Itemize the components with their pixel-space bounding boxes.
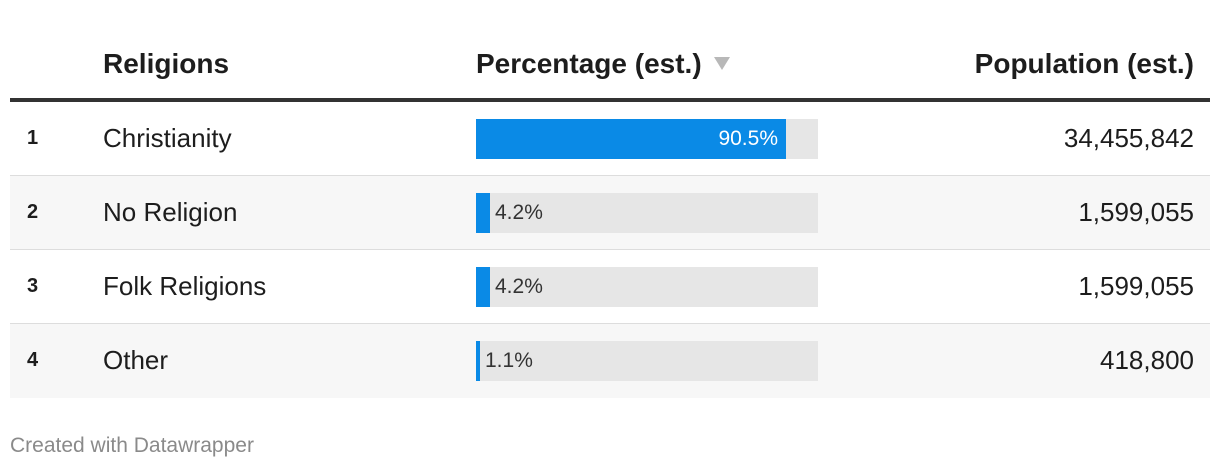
percentage-label: 1.1%	[485, 349, 533, 372]
column-header-religion[interactable]: Religions	[103, 44, 229, 84]
row-population: 418,800	[1100, 345, 1194, 375]
row-rank: 4	[27, 349, 39, 371]
percentage-bar	[476, 119, 786, 159]
percentage-label: 4.2%	[495, 275, 543, 298]
row-population: 1,599,055	[1078, 197, 1194, 227]
percentage-bar-track: 4.2%	[476, 193, 818, 233]
row-population: 34,455,842	[1063, 123, 1194, 153]
column-header-religion-label: Religions	[103, 48, 230, 79]
percentage-bar-track: 90.5%	[476, 119, 818, 159]
row-rank: 3	[27, 275, 39, 297]
column-header-population-label: Population (est.)	[974, 48, 1194, 79]
percentage-bar	[476, 341, 480, 381]
table-header: Religions Percentage (est.) Population (…	[10, 0, 1210, 102]
percentage-bar-track: 4.2%	[476, 267, 818, 307]
row-religion-name: Folk Religions	[103, 271, 267, 301]
footer-credit[interactable]: Created with Datawrapper	[10, 434, 254, 457]
percentage-bar	[476, 267, 490, 307]
percentage-bar	[476, 193, 490, 233]
sort-descending-icon[interactable]	[713, 57, 730, 71]
percentage-label: 4.2%	[495, 201, 543, 224]
percentage-label: 90.5%	[718, 127, 778, 150]
column-header-population[interactable]: Population (est.)	[975, 44, 1194, 84]
column-header-percentage[interactable]: Percentage (est.)	[476, 44, 730, 84]
table-body: 1 Christianity 90.5% 34,455,842 2 No Religion…	[10, 102, 1210, 398]
row-rank: 1	[27, 127, 39, 149]
row-religion-name: Other	[103, 345, 169, 375]
row-religion-name: No Religion	[103, 197, 238, 227]
religion-table: Religions Percentage (est.) Population (…	[10, 0, 1210, 398]
table-row: 3 Folk Religions 4.2% 1,599,055	[10, 250, 1210, 324]
table-row: 4 Other 1.1% 418,800	[10, 324, 1210, 398]
row-rank: 2	[27, 201, 39, 223]
table-row: 2 No Religion 4.2% 1,599,055	[10, 176, 1210, 250]
row-population: 1,599,055	[1078, 271, 1194, 301]
column-header-percentage-label: Percentage (est.)	[476, 48, 702, 79]
row-religion-name: Christianity	[103, 123, 232, 153]
table-row: 1 Christianity 90.5% 34,455,842	[10, 102, 1210, 176]
percentage-bar-track: 1.1%	[476, 341, 818, 381]
